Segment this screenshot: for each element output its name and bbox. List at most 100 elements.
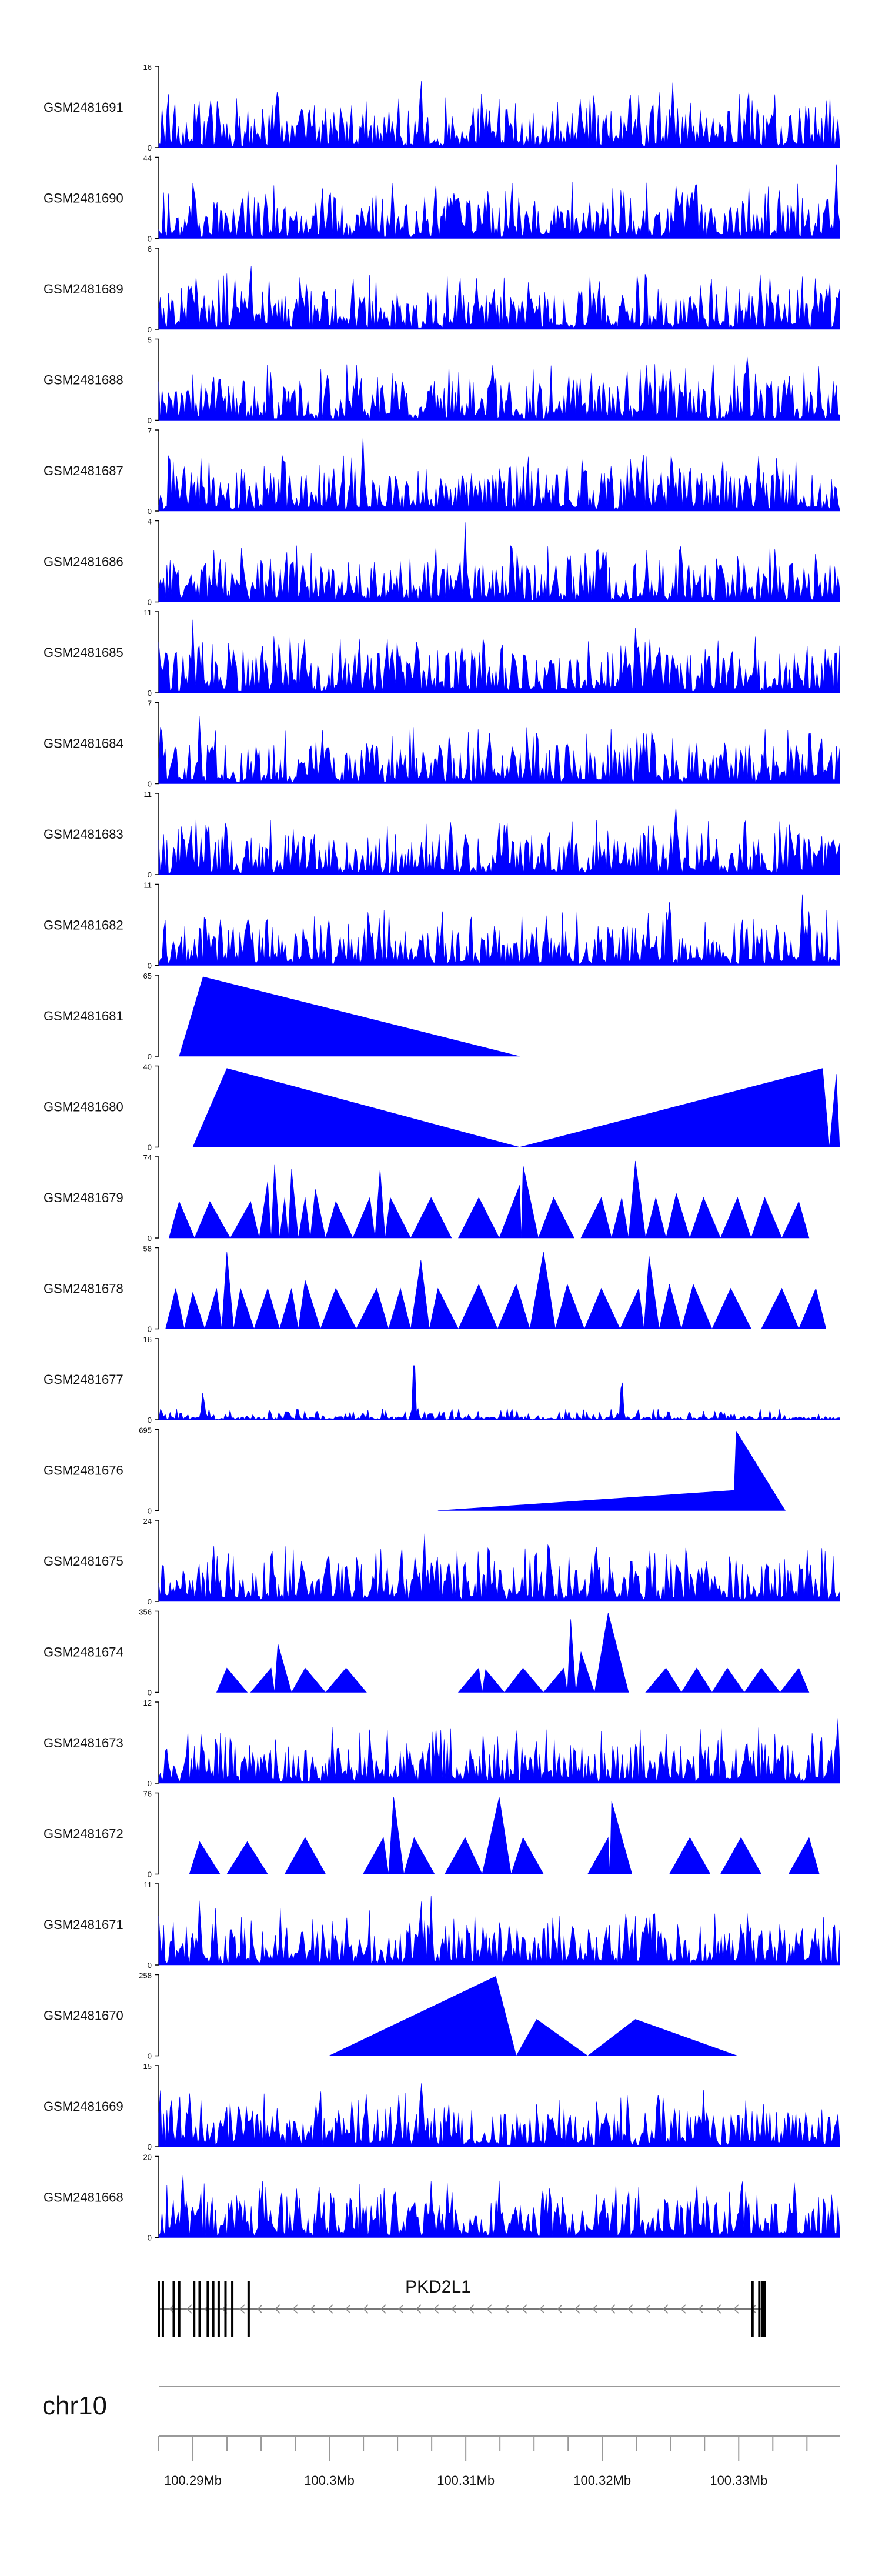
track-GSM2481681: GSM2481681 65 0 [44, 972, 520, 1061]
track-ymax-label: 11 [144, 881, 152, 890]
track-GSM2481680: GSM2481680 40 0 [44, 1063, 840, 1152]
strand-arrow [521, 2304, 527, 2314]
track-ymin-label: 0 [148, 416, 152, 425]
strand-arrow [574, 2304, 580, 2314]
track-GSM2481669: GSM2481669 15 0 [44, 2062, 840, 2151]
track-ymax-label: 11 [144, 608, 152, 617]
coverage-area [158, 619, 840, 693]
track-ymin-label: 0 [148, 1870, 152, 1879]
coverage-area [158, 266, 840, 330]
track-GSM2481678: GSM2481678 58 0 [44, 1244, 827, 1334]
track-GSM2481691: GSM2481691 16 0 [44, 63, 840, 152]
track-ymin-label: 0 [148, 325, 152, 334]
coverage-area [158, 2083, 840, 2147]
track-ymin-label: 0 [148, 1961, 152, 1970]
track-ymax-label: 65 [143, 972, 152, 980]
coverage-area [158, 806, 840, 875]
coverage-area [158, 1533, 840, 1602]
track-label: GSM2481677 [44, 1372, 123, 1387]
strand-arrow [627, 2304, 633, 2314]
strand-arrow [468, 2304, 475, 2314]
track-ymax-label: 258 [139, 1971, 152, 1980]
track-ymax-label: 74 [143, 1153, 152, 1162]
strand-arrow [362, 2304, 369, 2314]
track-label: GSM2481675 [44, 1554, 123, 1569]
track-ymax-label: 7 [148, 699, 152, 708]
gene-exon [178, 2281, 181, 2337]
track-label: GSM2481684 [44, 736, 123, 751]
track-ymin-label: 0 [148, 507, 152, 516]
gene-exon [193, 2281, 196, 2337]
track-GSM2481682: GSM2481682 11 0 [44, 881, 840, 970]
gene-exon [212, 2281, 215, 2337]
coverage-area [158, 356, 840, 421]
track-label: GSM2481670 [44, 2008, 123, 2023]
coverage-area [158, 436, 840, 512]
coverage-area [158, 81, 840, 148]
strand-arrow [539, 2304, 545, 2314]
strand-arrow [380, 2304, 386, 2314]
track-ymax-label: 6 [148, 245, 152, 253]
strand-arrow [556, 2304, 563, 2314]
track-label: GSM2481671 [44, 1917, 123, 1932]
track-ymax-label: 24 [143, 1517, 152, 1526]
coverage-area [158, 164, 840, 239]
track-GSM2481690: GSM2481690 44 0 [44, 154, 840, 243]
coverage-area [158, 2174, 840, 2238]
track-label: GSM2481679 [44, 1190, 123, 1205]
track-ymin-label: 0 [148, 2052, 152, 2061]
track-label: GSM2481668 [44, 2190, 123, 2205]
strand-arrow [609, 2304, 616, 2314]
strand-arrow [715, 2304, 721, 2314]
coverage-area [158, 1896, 840, 1966]
gene-exon [247, 2281, 250, 2337]
track-label: GSM2481690 [44, 191, 123, 206]
track-GSM2481676: GSM2481676 695 0 [44, 1426, 786, 1516]
track-GSM2481687: GSM2481687 7 0 [44, 426, 840, 516]
coverage-area [189, 1797, 820, 1874]
gene-model-track: PKD2L1 [158, 2277, 766, 2337]
track-ymin-label: 0 [148, 870, 152, 879]
track-GSM2481684: GSM2481684 7 0 [44, 699, 840, 789]
track-GSM2481668: GSM2481668 20 0 [44, 2153, 840, 2243]
coverage-area [169, 1160, 810, 1239]
track-ymax-label: 44 [143, 154, 152, 163]
track-ymax-label: 695 [139, 1426, 152, 1435]
track-GSM2481685: GSM2481685 11 0 [44, 608, 840, 698]
tick-label: 100.32Mb [573, 2473, 631, 2488]
track-label: GSM2481682 [44, 918, 123, 933]
track-label: GSM2481678 [44, 1282, 123, 1296]
strand-arrow [503, 2304, 510, 2314]
track-ymin-label: 0 [148, 1325, 152, 1334]
gene-exon [161, 2281, 164, 2337]
track-ymax-label: 40 [143, 1063, 152, 1072]
strand-arrow [592, 2304, 598, 2314]
gene-exon [217, 2281, 220, 2337]
track-label: GSM2481685 [44, 645, 123, 660]
gene-exon [206, 2281, 209, 2337]
tick-label: 100.31Mb [437, 2473, 495, 2488]
coverage-area [158, 715, 840, 784]
track-label: GSM2481673 [44, 1736, 123, 1750]
strand-arrow [486, 2304, 492, 2314]
tick-label: 100.33Mb [710, 2473, 767, 2488]
track-ymin-label: 0 [148, 1416, 152, 1424]
track-ymax-label: 4 [148, 518, 152, 526]
track-ymin-label: 0 [148, 2234, 152, 2243]
track-ymin-label: 0 [148, 1597, 152, 1606]
track-ymin-label: 0 [148, 235, 152, 243]
strand-arrow [292, 2304, 298, 2314]
track-label: GSM2481691 [44, 100, 123, 115]
gene-exon [158, 2281, 160, 2337]
coverage-tracks: GSM2481691160GSM2481690440GSM248168960GS… [44, 63, 840, 2243]
strand-arrow [256, 2304, 263, 2314]
gene-exon [751, 2281, 754, 2337]
coverage-area [216, 1613, 810, 1693]
track-ymax-label: 20 [143, 2153, 152, 2162]
track-GSM2481677: GSM2481677 16 0 [44, 1335, 840, 1424]
strand-arrow [433, 2304, 439, 2314]
coverage-area [165, 1252, 827, 1329]
strand-arrow [345, 2304, 351, 2314]
tick-label: 100.3Mb [304, 2473, 355, 2488]
track-GSM2481673: GSM2481673 12 0 [44, 1699, 840, 1788]
